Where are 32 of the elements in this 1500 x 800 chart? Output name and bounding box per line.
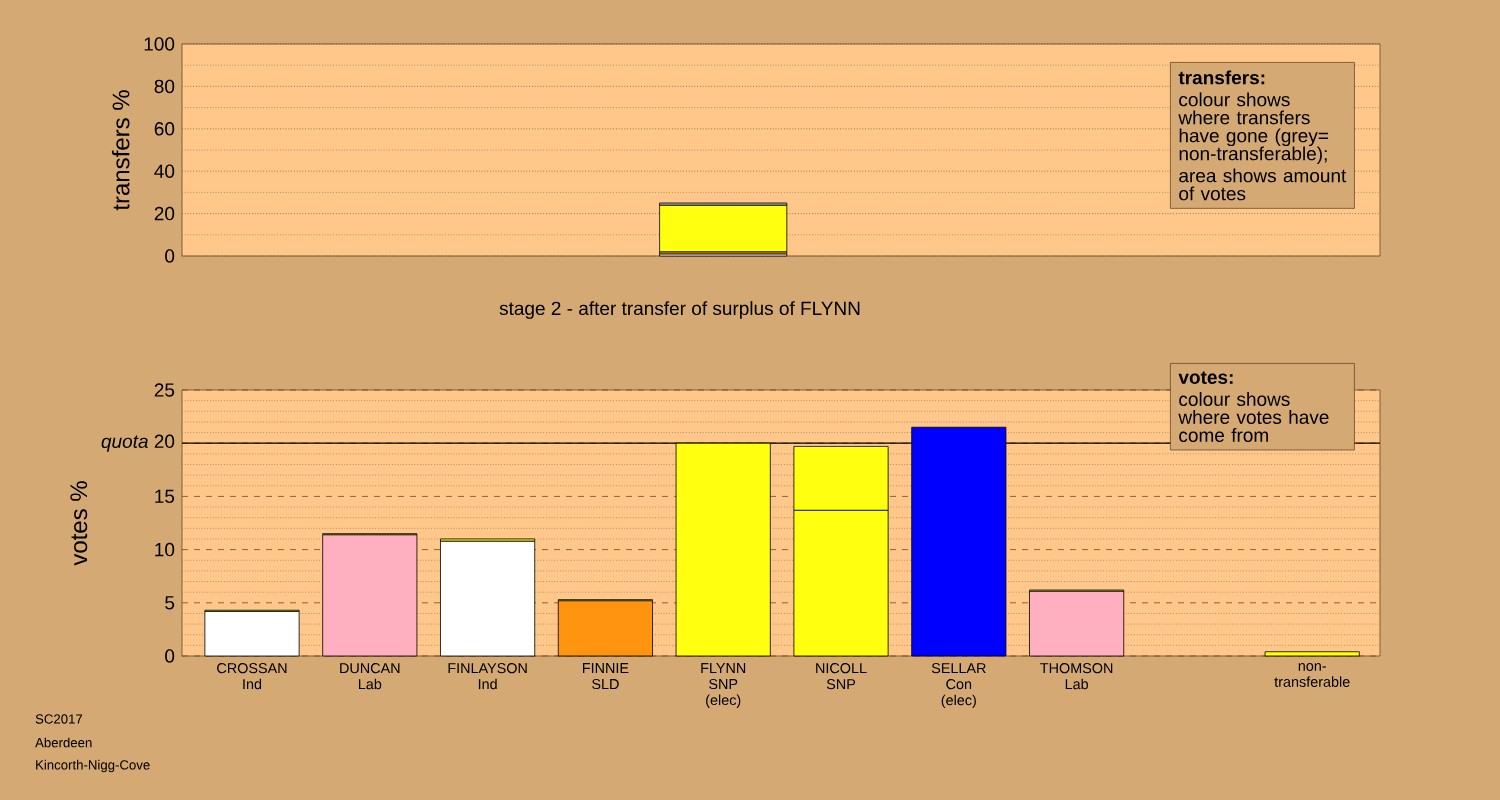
text: SC2017: [35, 714, 83, 724]
y-tick-label: 100: [144, 37, 175, 51]
x-tick-label: THOMSON Lab: [1040, 663, 1113, 690]
y-tick-label: 25: [154, 383, 175, 397]
x-tick-label: NICOLL SNP: [816, 663, 867, 690]
y-tick-label: 20: [154, 206, 175, 221]
x-tick-label: DUNCAN Lab: [340, 663, 400, 690]
y-tick-label: 15: [155, 489, 175, 504]
y-tick-label: 0: [165, 649, 175, 663]
x-tick-label: non-transferable: [1274, 663, 1350, 687]
chart-title: stage 2 - after transfer of surplus of FLYNN: [499, 301, 860, 319]
annotation: transfers:: [1178, 70, 1265, 85]
x-tick-label: FLYNN SNP (elec): [701, 663, 746, 708]
annotation: colour shows where transfers have gone (grey= non-transferable);: [1178, 92, 1328, 165]
y-tick-label: 40: [154, 164, 175, 178]
annotation: area shows amount of votes: [1179, 168, 1347, 201]
text: votes:: [1178, 371, 1233, 384]
y-tick-label: 60: [154, 122, 175, 136]
text: Kincorth-Nigg-Cove: [36, 759, 150, 773]
x-tick-label: FINLAYSON Ind: [448, 663, 527, 690]
x-tick-label: CROSSAN Ind: [217, 663, 287, 690]
y-tick-label: 80: [154, 79, 175, 94]
annotation: colour shows where votes have come from: [1178, 392, 1329, 442]
y-tick-label: 10: [155, 542, 175, 557]
y-tick-label: quota 20: [101, 434, 175, 452]
x-tick-label: SELLAR Con (elec): [931, 663, 986, 709]
y-tick-label: 5: [165, 596, 175, 610]
y-axis-title: transfers %: [111, 90, 130, 211]
text: Aberdeen: [35, 737, 92, 748]
x-tick-label: FINNIE SLD: [583, 663, 629, 690]
y-tick-label: 0: [165, 249, 175, 263]
y-axis-title: votes %: [70, 481, 88, 566]
